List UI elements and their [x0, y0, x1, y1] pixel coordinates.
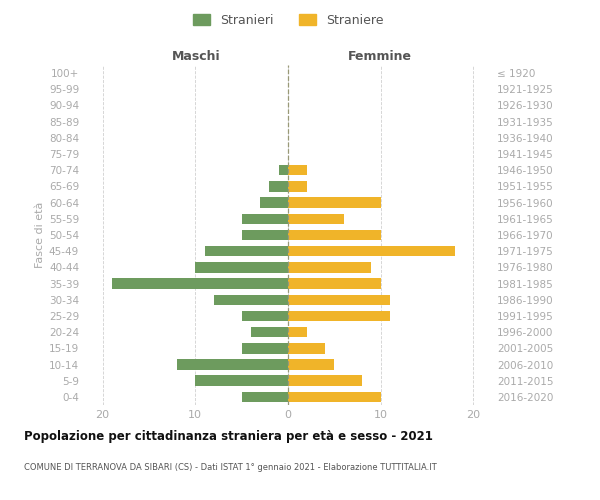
Bar [242, 230, 288, 240]
Bar [288, 165, 307, 175]
Bar [288, 310, 390, 321]
Bar [251, 327, 288, 338]
Bar [288, 360, 334, 370]
Bar [269, 181, 288, 192]
Bar [288, 294, 390, 305]
Text: COMUNE DI TERRANOVA DA SIBARI (CS) - Dati ISTAT 1° gennaio 2021 - Elaborazione T: COMUNE DI TERRANOVA DA SIBARI (CS) - Dat… [24, 462, 437, 471]
Text: Popolazione per cittadinanza straniera per età e sesso - 2021: Popolazione per cittadinanza straniera p… [24, 430, 433, 443]
Bar [242, 392, 288, 402]
Bar [288, 246, 455, 256]
Bar [112, 278, 288, 289]
Bar [288, 181, 307, 192]
Bar [242, 310, 288, 321]
Bar [288, 343, 325, 353]
Bar [288, 392, 381, 402]
Bar [260, 198, 288, 208]
Bar [288, 262, 371, 272]
Bar [288, 278, 381, 289]
Bar [288, 230, 381, 240]
Bar [288, 327, 307, 338]
Bar [177, 360, 288, 370]
Bar [279, 165, 288, 175]
Bar [242, 343, 288, 353]
Bar [288, 376, 362, 386]
Y-axis label: Fasce di età: Fasce di età [35, 202, 45, 268]
Bar [242, 214, 288, 224]
Legend: Stranieri, Straniere: Stranieri, Straniere [189, 10, 387, 30]
Text: Maschi: Maschi [172, 50, 221, 62]
Text: Femmine: Femmine [348, 50, 412, 62]
Bar [288, 198, 381, 208]
Bar [214, 294, 288, 305]
Bar [205, 246, 288, 256]
Bar [195, 262, 288, 272]
Bar [288, 214, 344, 224]
Bar [195, 376, 288, 386]
